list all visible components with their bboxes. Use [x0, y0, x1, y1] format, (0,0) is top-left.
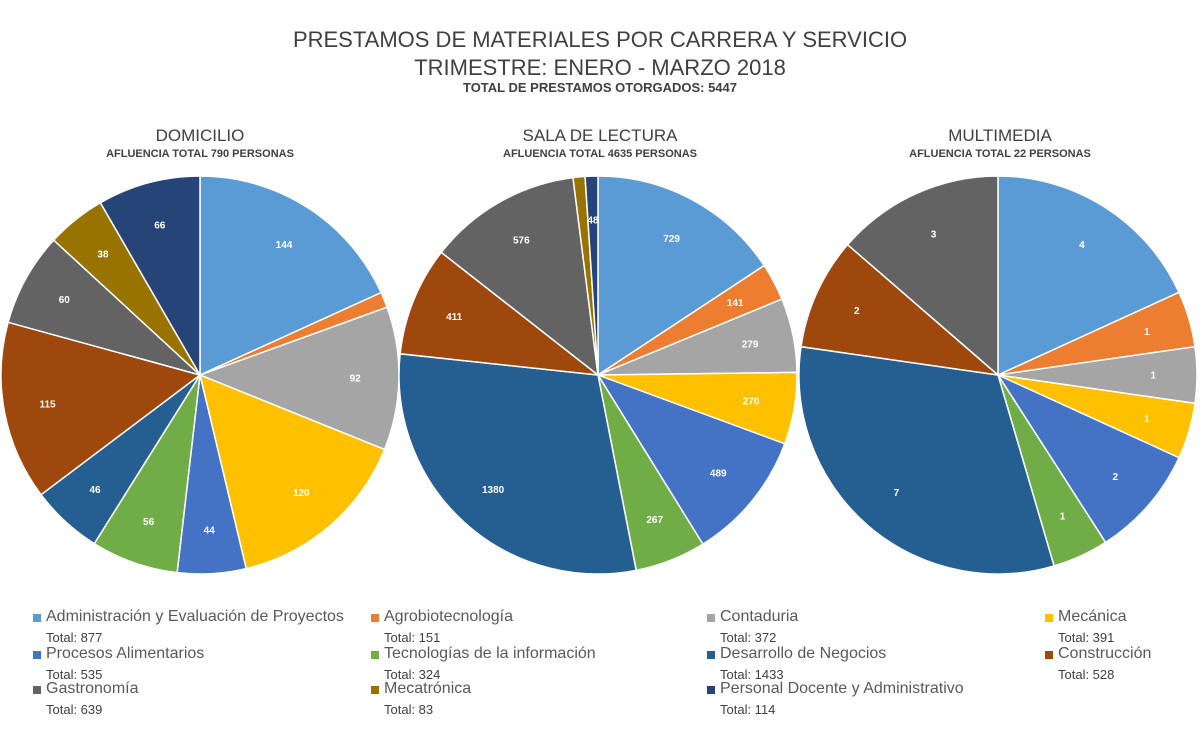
- data-label: 489: [710, 469, 727, 480]
- legend-total: Total: 1433: [720, 667, 784, 682]
- data-label: 3: [931, 229, 937, 240]
- legend-total: Total: 528: [1058, 667, 1115, 682]
- pie-slice-gastronomia: [846, 175, 999, 377]
- data-label: 46: [89, 485, 101, 496]
- legend-total: Total: 83: [384, 702, 434, 717]
- pie-slice-procesos-alimentarios: [596, 373, 786, 546]
- pie-subtitle-multimedia: AFLUENCIA TOTAL 22 PERSONAS: [909, 148, 1091, 160]
- pie-slice-mecanica: [198, 373, 386, 570]
- pie-title-sala-lectura: SALA DE LECTURA: [522, 126, 678, 145]
- legend-swatch: [371, 686, 379, 694]
- legend-total: Total: 151: [384, 630, 441, 645]
- data-label: 2: [854, 306, 860, 317]
- data-label: 120: [293, 488, 310, 499]
- legend-label: Construcción: [1058, 645, 1152, 662]
- legend-label: Procesos Alimentarios: [46, 645, 205, 662]
- data-label: 1380: [482, 485, 505, 496]
- data-label: 1: [1150, 371, 1156, 382]
- pie-slice-personal-docente-y-administrativo: [99, 175, 201, 378]
- data-label: 141: [727, 298, 744, 309]
- legend-label: Tecnologías de la información: [384, 645, 596, 662]
- data-label: 270: [743, 397, 760, 408]
- legend-label: Gastronomía: [46, 680, 139, 697]
- pie-title-multimedia: MULTIMEDIA: [948, 126, 1052, 145]
- legend-total: Total: 535: [46, 667, 103, 682]
- pie-slice-construccion: [0, 321, 202, 496]
- pie-slice-gastronomia: [7, 239, 201, 376]
- data-label: 1: [1144, 327, 1150, 338]
- pie-title-domicilio: DOMICILIO: [155, 126, 245, 145]
- pie-subtitle-domicilio: AFLUENCIA TOTAL 790 PERSONAS: [106, 148, 294, 160]
- data-label: 44: [204, 525, 216, 536]
- data-label: 1: [1144, 414, 1150, 425]
- legend-swatch: [371, 651, 379, 659]
- data-label: 411: [446, 312, 463, 323]
- legend-label: Personal Docente y Administrativo: [720, 680, 964, 697]
- pie-slice-personal-docente-y-administrativo: [584, 175, 599, 376]
- chart-legend: Administración y Evaluación de Proyectos…: [0, 608, 1200, 748]
- data-label: 92: [350, 373, 362, 384]
- pie-slice-administracion-y-evaluacion-de-proyectos: [199, 175, 383, 377]
- pie-chart-multimedia: 4 1 1 1 2 1 7 2 3: [798, 175, 1198, 575]
- legend-label: Desarrollo de Negocios: [720, 645, 887, 662]
- legend-total: Total: 391: [1058, 630, 1115, 645]
- pie-chart-sala-lectura: 729 141 279 270 489 267 1380 411 576 48: [398, 175, 798, 575]
- pie-subtitle-sala-lectura: AFLUENCIA TOTAL 4635 PERSONAS: [503, 148, 697, 160]
- data-label: 267: [646, 515, 663, 526]
- legend-total: Total: 324: [384, 667, 441, 682]
- legend-swatch: [1045, 614, 1053, 622]
- data-label: 2: [1113, 472, 1119, 483]
- chart-title: PRESTAMOS DE MATERIALES POR CARRERA Y SE…: [292, 27, 908, 52]
- pie-slice-administracion-y-evaluacion-de-proyectos: [597, 175, 766, 377]
- pie-slice-construccion: [800, 243, 1001, 377]
- legend-label: Mecánica: [1058, 608, 1127, 625]
- pie-slice-gastronomia: [440, 176, 599, 377]
- data-label: 115: [39, 400, 56, 411]
- legend-label: Administración y Evaluación de Proyectos: [46, 608, 344, 625]
- data-label: 279: [742, 339, 759, 350]
- pie-slice-administracion-y-evaluacion-de-proyectos: [997, 175, 1181, 377]
- legend-swatch: [707, 686, 715, 694]
- legend-swatch: [33, 651, 41, 659]
- legend-label: Mecatrónica: [384, 680, 472, 697]
- legend-swatch: [1045, 651, 1053, 659]
- legend-label: Contaduria: [720, 608, 799, 625]
- data-label: 1: [1060, 512, 1066, 523]
- data-label: 48: [587, 215, 599, 226]
- data-label: 144: [276, 240, 293, 251]
- data-label: 7: [894, 488, 900, 499]
- legend-swatch: [707, 651, 715, 659]
- data-label: 4: [1079, 240, 1085, 251]
- pie-slice-desarrollo-de-negocios: [798, 345, 1055, 575]
- legend-total: Total: 639: [46, 702, 103, 717]
- legend-label: Agrobiotecnología: [384, 608, 513, 625]
- data-label: 729: [663, 234, 680, 245]
- data-label: 38: [97, 249, 109, 260]
- legend-total: Total: 877: [46, 630, 103, 645]
- legend-swatch: [707, 614, 715, 622]
- legend-total: Total: 372: [720, 630, 777, 645]
- data-label: 66: [154, 221, 166, 232]
- chart-total: TOTAL DE PRESTAMOS OTORGADOS: 5447: [462, 80, 737, 95]
- pie-slice-construccion: [399, 251, 601, 377]
- pie-chart-domicilio: 144 92 120 44 56 46 115 60 38 66: [0, 175, 400, 575]
- data-label: 56: [143, 517, 155, 528]
- legend-swatch: [33, 686, 41, 694]
- data-label: 60: [59, 295, 71, 306]
- pie-slice-procesos-alimentarios: [995, 373, 1181, 544]
- chart-subtitle: TRIMESTRE: ENERO - MARZO 2018: [414, 55, 786, 80]
- legend-swatch: [33, 614, 41, 622]
- data-label: 576: [513, 236, 530, 247]
- pie-slice-desarrollo-de-negocios: [398, 352, 638, 575]
- legend-swatch: [371, 614, 379, 622]
- legend-total: Total: 114: [720, 702, 776, 717]
